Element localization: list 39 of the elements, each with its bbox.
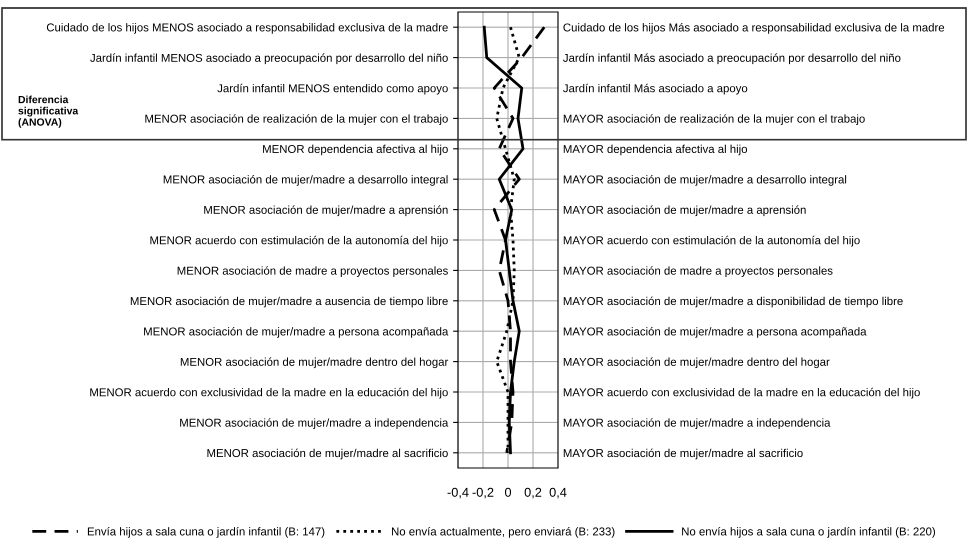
legend-label: No envía hijos a sala cuna o jardín infantil (B: 220) bbox=[682, 527, 935, 538]
y2-tick-label: Jardín infantil Más asociado a apoyo bbox=[563, 84, 748, 95]
y2-tick-label: Cuidado de los hijos Más asociado a responsabilidad exclusiva de la madre bbox=[563, 23, 944, 34]
y-tick-label: Cuidado de los hijos MENOS asociado a responsabilidad exclusiva de la madre bbox=[46, 23, 448, 34]
y-tick-label: MENOR asociación de mujer/madre a ausencia de tiempo libre bbox=[130, 296, 448, 308]
y-tick-label: MENOR asociación de mujer/madre dentro del hogar bbox=[180, 357, 448, 368]
y-tick-label: MENOR asociación de madre a proyectos personales bbox=[178, 266, 448, 277]
y2-tick-label: MAYOR asociación de mujer/madre a persona acompañada bbox=[564, 327, 867, 338]
y-tick-label: MENOR acuerdo con exclusividad de la madre en la educación del hijo bbox=[90, 388, 448, 399]
y-tick-label: MENOR acuerdo con estimulación de la autonomía del hijo bbox=[150, 236, 448, 247]
legend-label: No envía actualmente, pero enviará (B: 233) bbox=[392, 527, 614, 538]
y2-tick-label: MAYOR dependencia afectiva al hijo bbox=[564, 144, 748, 156]
y2-tick-label: Jardín infantil Más asociado a preocupación por desarrollo del niño bbox=[563, 53, 900, 64]
y-tick-label: MENOR asociación de mujer/madre a aprensión bbox=[204, 205, 448, 216]
x-tick-label: 0,4 bbox=[550, 488, 567, 498]
x-tick-label: 0,2 bbox=[524, 488, 542, 498]
y-tick-label: MENOR asociación de realización de la mujer con el trabajo bbox=[145, 114, 448, 125]
y-tick-label: MENOR asociación de mujer/madre a independencia bbox=[180, 418, 448, 429]
y-tick-label: MENOR dependencia afectiva al hijo bbox=[263, 144, 448, 156]
y2-tick-label: MAYOR acuerdo con estimulación de la autonomía del hijo bbox=[564, 236, 860, 247]
y2-tick-label: MAYOR asociación de mujer/madre al sacrificio bbox=[564, 448, 803, 460]
y2-tick-label: MAYOR asociación de mujer/madre dentro del hogar bbox=[564, 357, 830, 368]
x-tick-label: -0,2 bbox=[472, 488, 494, 498]
y-tick-label: Jardín infantil MENOS entendido como apoyo bbox=[217, 84, 448, 95]
y-tick-label: MENOR asociación de mujer/madre al sacrificio bbox=[207, 448, 448, 460]
y2-tick-label: MAYOR acuerdo con exclusividad de la madre en la educación del hijo bbox=[564, 388, 920, 399]
y-tick-label: MENOR asociación de mujer/madre a persona acompañada bbox=[144, 327, 448, 338]
y2-tick-label: MAYOR asociación de mujer/madre a aprensión bbox=[564, 205, 806, 216]
y2-tick-label: MAYOR asociación de realización de la mujer con el trabajo bbox=[564, 114, 865, 125]
y-tick-label: Jardín infantil MENOS asociado a preocupación por desarrollo del niño bbox=[90, 53, 448, 64]
y2-tick-label: MAYOR asociación de mujer/madre a independencia bbox=[564, 418, 830, 429]
y-tick-label: MENOR asociación de mujer/madre a desarrollo integral bbox=[164, 175, 448, 186]
x-tick-label: 0 bbox=[504, 488, 512, 497]
legend-label: Envía hijos a sala cuna o jardín infantil (B: 147) bbox=[88, 527, 324, 538]
y2-tick-label: MAYOR asociación de mujer/madre a desarrollo integral bbox=[564, 175, 846, 186]
y2-tick-label: MAYOR asociación de madre a proyectos personales bbox=[564, 266, 833, 277]
text: Diferencia significativa (ANOVA) bbox=[18, 96, 78, 128]
y2-tick-label: MAYOR asociación de mujer/madre a disponibilidad de tiempo libre bbox=[564, 296, 903, 308]
x-tick-label: -0,4 bbox=[448, 488, 469, 498]
